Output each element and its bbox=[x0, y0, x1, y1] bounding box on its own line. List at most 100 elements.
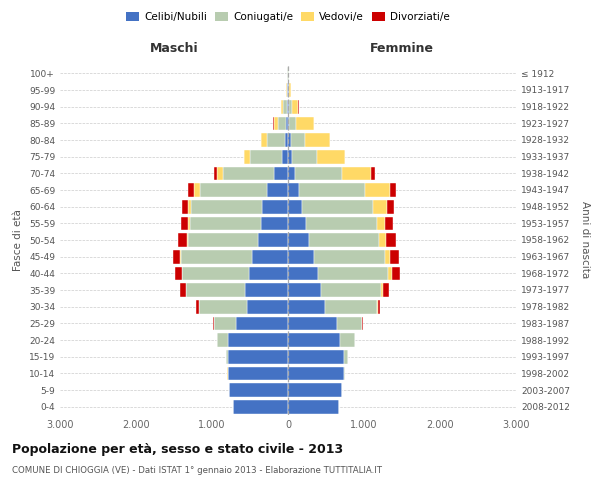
Bar bbox=[267, 183, 288, 197]
Bar bbox=[373, 200, 387, 213]
Bar bbox=[182, 200, 188, 213]
Bar bbox=[308, 233, 379, 247]
Text: Maschi: Maschi bbox=[149, 42, 199, 55]
Bar bbox=[287, 100, 288, 114]
Bar bbox=[214, 316, 236, 330]
Bar bbox=[175, 266, 182, 280]
Bar bbox=[340, 333, 355, 347]
Bar bbox=[325, 300, 377, 314]
Bar bbox=[292, 100, 298, 114]
Bar bbox=[187, 233, 188, 247]
Bar bbox=[194, 183, 200, 197]
Bar bbox=[288, 316, 337, 330]
Bar bbox=[292, 150, 317, 164]
Bar bbox=[288, 83, 289, 97]
Bar bbox=[245, 283, 288, 297]
Bar bbox=[288, 283, 322, 297]
Bar bbox=[302, 200, 373, 213]
Bar bbox=[188, 200, 191, 213]
Bar bbox=[288, 183, 299, 197]
Bar bbox=[289, 83, 290, 97]
Bar bbox=[281, 100, 283, 114]
Bar bbox=[200, 183, 267, 197]
Bar bbox=[223, 166, 274, 180]
Bar bbox=[178, 233, 187, 247]
Bar bbox=[342, 166, 371, 180]
Bar bbox=[290, 133, 305, 147]
Y-axis label: Anni di nascita: Anni di nascita bbox=[580, 202, 590, 278]
Bar bbox=[286, 116, 288, 130]
Bar bbox=[228, 366, 288, 380]
Bar bbox=[306, 216, 377, 230]
Bar bbox=[299, 183, 365, 197]
Legend: Celibi/Nubili, Coniugati/e, Vedovi/e, Divorziati/e: Celibi/Nubili, Coniugati/e, Vedovi/e, Di… bbox=[122, 8, 454, 26]
Bar bbox=[387, 200, 394, 213]
Bar bbox=[267, 133, 284, 147]
Bar bbox=[236, 316, 288, 330]
Bar bbox=[283, 100, 287, 114]
Bar bbox=[288, 400, 339, 413]
Bar bbox=[288, 300, 325, 314]
Bar bbox=[199, 300, 247, 314]
Bar bbox=[288, 166, 295, 180]
Bar bbox=[317, 150, 344, 164]
Bar bbox=[314, 250, 385, 264]
Bar bbox=[288, 266, 317, 280]
Bar bbox=[188, 216, 190, 230]
Bar bbox=[249, 266, 288, 280]
Bar bbox=[371, 166, 375, 180]
Bar bbox=[288, 383, 342, 397]
Bar bbox=[260, 216, 288, 230]
Bar bbox=[383, 283, 389, 297]
Bar bbox=[305, 133, 330, 147]
Bar bbox=[229, 383, 288, 397]
Y-axis label: Fasce di età: Fasce di età bbox=[13, 209, 23, 271]
Bar bbox=[385, 216, 393, 230]
Bar bbox=[379, 233, 386, 247]
Bar bbox=[322, 283, 381, 297]
Bar bbox=[317, 266, 388, 280]
Bar bbox=[262, 200, 288, 213]
Bar bbox=[288, 333, 340, 347]
Bar bbox=[186, 283, 245, 297]
Bar bbox=[262, 133, 267, 147]
Bar bbox=[295, 166, 342, 180]
Bar bbox=[226, 350, 228, 364]
Bar bbox=[278, 116, 286, 130]
Bar bbox=[288, 350, 344, 364]
Bar bbox=[381, 283, 383, 297]
Bar bbox=[217, 166, 223, 180]
Bar bbox=[390, 183, 397, 197]
Bar bbox=[284, 133, 288, 147]
Bar bbox=[181, 216, 188, 230]
Bar bbox=[337, 316, 362, 330]
Bar bbox=[250, 150, 282, 164]
Bar bbox=[377, 216, 385, 230]
Bar bbox=[247, 300, 288, 314]
Text: Femmine: Femmine bbox=[370, 42, 434, 55]
Text: COMUNE DI CHIOGGIA (VE) - Dati ISTAT 1° gennaio 2013 - Elaborazione TUTTITALIA.I: COMUNE DI CHIOGGIA (VE) - Dati ISTAT 1° … bbox=[12, 466, 382, 475]
Bar bbox=[386, 233, 395, 247]
Bar bbox=[288, 100, 289, 114]
Bar bbox=[344, 350, 347, 364]
Bar bbox=[296, 116, 314, 130]
Bar bbox=[191, 200, 262, 213]
Bar bbox=[344, 366, 345, 380]
Text: Popolazione per età, sesso e stato civile - 2013: Popolazione per età, sesso e stato civil… bbox=[12, 442, 343, 456]
Bar bbox=[188, 183, 194, 197]
Bar bbox=[390, 250, 400, 264]
Bar bbox=[282, 150, 288, 164]
Bar bbox=[251, 250, 288, 264]
Bar bbox=[217, 333, 228, 347]
Bar bbox=[289, 100, 292, 114]
Bar bbox=[214, 166, 217, 180]
Bar bbox=[288, 250, 314, 264]
Bar bbox=[288, 366, 344, 380]
Bar bbox=[392, 266, 400, 280]
Bar bbox=[288, 133, 290, 147]
Bar bbox=[344, 150, 345, 164]
Bar bbox=[288, 200, 302, 213]
Bar bbox=[288, 150, 292, 164]
Bar bbox=[244, 150, 250, 164]
Bar bbox=[385, 250, 390, 264]
